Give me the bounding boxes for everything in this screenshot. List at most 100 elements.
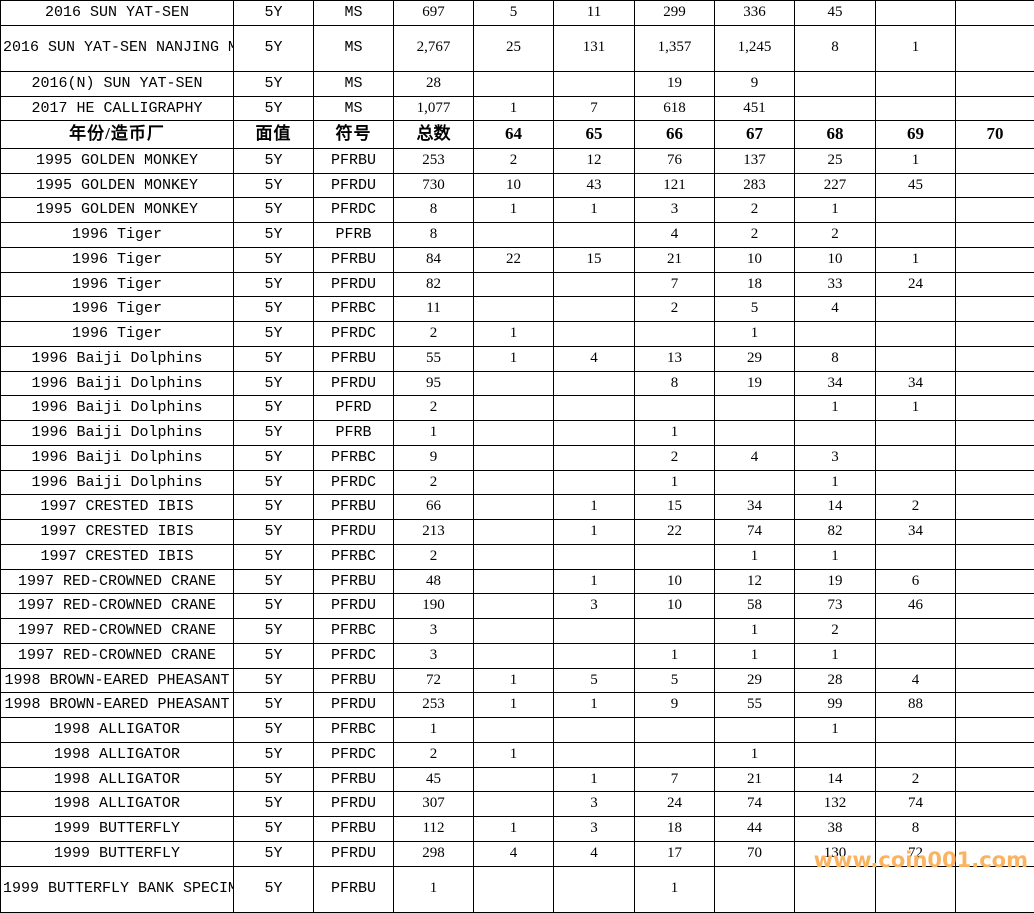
cell-desc: 2016 SUN YAT-SEN NANJING MINT [1, 25, 234, 71]
cell-g70 [956, 792, 1034, 817]
cell-g70 [956, 396, 1034, 421]
cell-g65: 1 [554, 693, 635, 718]
cell-g68: 1 [795, 396, 876, 421]
cell-g66: 3 [635, 198, 715, 223]
cell-g65 [554, 322, 635, 347]
cell-g70 [956, 421, 1034, 446]
cell-sym: PFRBU [314, 495, 394, 520]
cell-g69: 74 [876, 792, 956, 817]
cell-denom: 5Y [234, 619, 314, 644]
cell-total: 2 [394, 470, 474, 495]
cell-denom: 5Y [234, 594, 314, 619]
cell-g67 [715, 866, 795, 912]
cell-g68: 1 [795, 470, 876, 495]
cell-denom: 5Y [234, 322, 314, 347]
cell-g67: 12 [715, 569, 795, 594]
cell-g69 [876, 198, 956, 223]
cell-g70 [956, 71, 1034, 96]
cell-total: 45 [394, 767, 474, 792]
cell-g69: 4 [876, 668, 956, 693]
cell-g68: 99 [795, 693, 876, 718]
cell-desc: 1997 RED-CROWNED CRANE [1, 594, 234, 619]
cell-sym: MS [314, 71, 394, 96]
cell-denom: 5Y [234, 668, 314, 693]
cell-g68: 130 [795, 841, 876, 866]
cell-g66 [635, 396, 715, 421]
cell-total: 213 [394, 520, 474, 545]
cell-g64: 22 [474, 247, 554, 272]
cell-g64 [474, 272, 554, 297]
cell-g64: 1 [474, 742, 554, 767]
cell-g66 [635, 544, 715, 569]
cell-g66: 24 [635, 792, 715, 817]
cell-g69: 72 [876, 841, 956, 866]
cell-desc: 2017 HE CALLIGRAPHY [1, 96, 234, 121]
cell-denom: 5Y [234, 173, 314, 198]
cell-g66: 19 [635, 71, 715, 96]
cell-denom: 5Y [234, 396, 314, 421]
cell-g65: 12 [554, 148, 635, 173]
cell-g70 [956, 198, 1034, 223]
cell-desc: 1997 RED-CROWNED CRANE [1, 643, 234, 668]
cell-denom: 5Y [234, 470, 314, 495]
cell-desc: 1996 Baiji Dolphins [1, 421, 234, 446]
cell-g65: 7 [554, 96, 635, 121]
cell-g65 [554, 866, 635, 912]
cell-g68: 82 [795, 520, 876, 545]
cell-g66: 2 [635, 445, 715, 470]
cell-g69 [876, 619, 956, 644]
cell-g64: 1 [474, 96, 554, 121]
cell-g68: 73 [795, 594, 876, 619]
cell-g67: 10 [715, 247, 795, 272]
cell-total: 3 [394, 619, 474, 644]
cell-sym: PFRBU [314, 247, 394, 272]
cell-desc: 1996 Tiger [1, 322, 234, 347]
cell-g68 [795, 742, 876, 767]
cell-g68 [795, 322, 876, 347]
cell-g66: 7 [635, 272, 715, 297]
cell-g68: 19 [795, 569, 876, 594]
cell-g64 [474, 619, 554, 644]
cell-sym: MS [314, 25, 394, 71]
cell-desc: 1997 CRESTED IBIS [1, 520, 234, 545]
cell-g67: 9 [715, 71, 795, 96]
cell-total: 2,767 [394, 25, 474, 71]
cell-denom: 面值 [234, 121, 314, 149]
cell-g65: 131 [554, 25, 635, 71]
cell-sym: PFRDC [314, 742, 394, 767]
cell-g64 [474, 767, 554, 792]
cell-sym: PFRBU [314, 866, 394, 912]
cell-desc: 1999 BUTTERFLY [1, 817, 234, 842]
cell-desc: 1996 Baiji Dolphins [1, 396, 234, 421]
cell-denom: 5Y [234, 569, 314, 594]
cell-g65 [554, 272, 635, 297]
cell-g67: 55 [715, 693, 795, 718]
cell-denom: 5Y [234, 25, 314, 71]
cell-sym: PFRBU [314, 817, 394, 842]
cell-g69: 1 [876, 247, 956, 272]
cell-g67: 29 [715, 346, 795, 371]
cell-g64 [474, 445, 554, 470]
cell-g70 [956, 223, 1034, 248]
cell-g70 [956, 693, 1034, 718]
cell-denom: 5Y [234, 247, 314, 272]
cell-sym: PFRBC [314, 718, 394, 743]
cell-g67: 1 [715, 322, 795, 347]
cell-g64 [474, 71, 554, 96]
cell-g67: 29 [715, 668, 795, 693]
cell-denom: 5Y [234, 718, 314, 743]
cell-g65 [554, 470, 635, 495]
cell-total: 2 [394, 544, 474, 569]
cell-g65 [554, 421, 635, 446]
cell-g69 [876, 71, 956, 96]
cell-sym: PFRDU [314, 520, 394, 545]
cell-g67: 1,245 [715, 25, 795, 71]
cell-g66: 1 [635, 470, 715, 495]
cell-g70 [956, 297, 1034, 322]
cell-g69 [876, 643, 956, 668]
cell-denom: 5Y [234, 96, 314, 121]
cell-g70 [956, 767, 1034, 792]
